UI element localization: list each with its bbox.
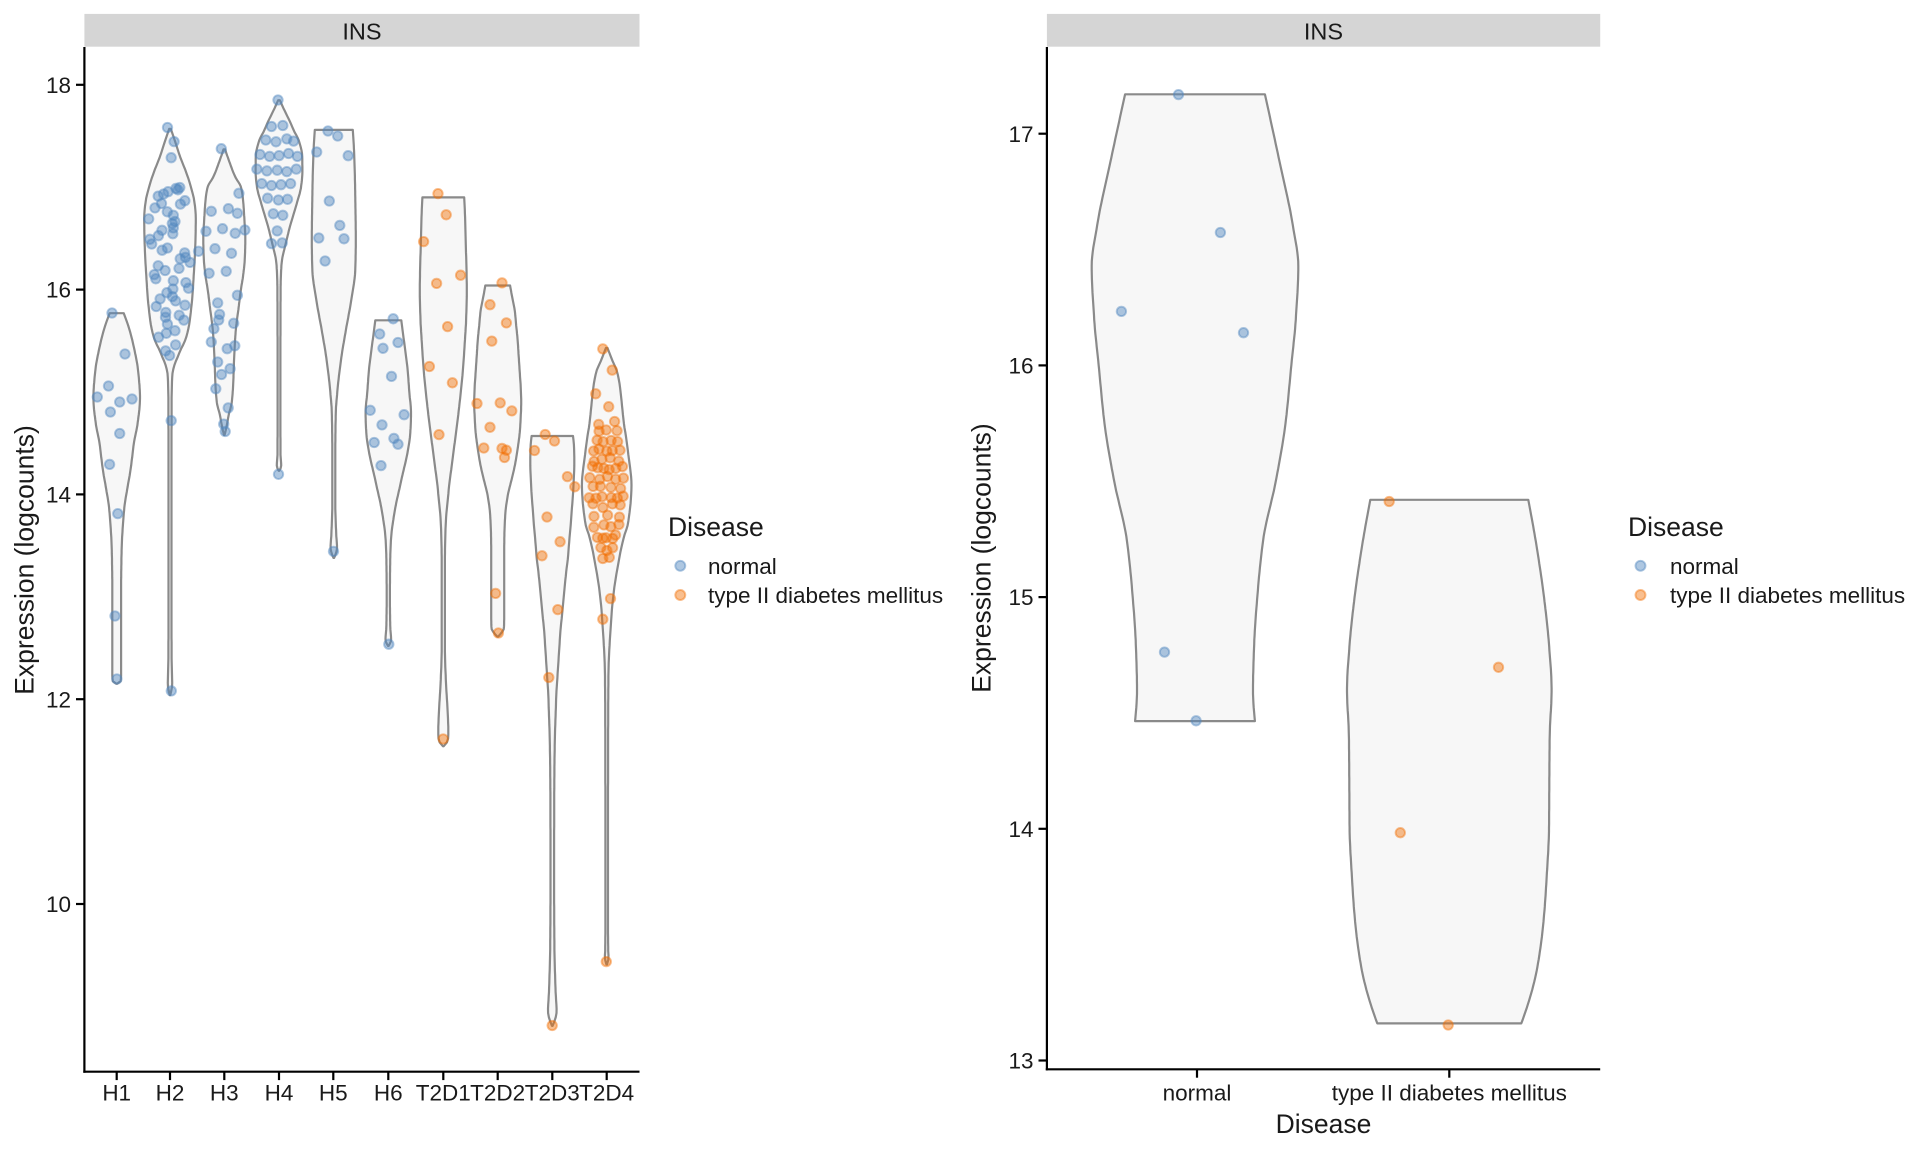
svg-text:Disease: Disease bbox=[1276, 1109, 1372, 1139]
svg-text:H2: H2 bbox=[156, 1081, 185, 1106]
svg-text:type II diabetes mellitus: type II diabetes mellitus bbox=[1332, 1081, 1567, 1106]
svg-text:12: 12 bbox=[46, 687, 71, 712]
svg-text:15: 15 bbox=[1008, 585, 1033, 610]
svg-text:H4: H4 bbox=[265, 1081, 294, 1106]
svg-text:H6: H6 bbox=[374, 1081, 403, 1106]
svg-text:normal: normal bbox=[1670, 554, 1739, 579]
svg-text:16: 16 bbox=[46, 278, 71, 303]
svg-text:INS: INS bbox=[342, 18, 381, 44]
svg-text:17: 17 bbox=[1008, 122, 1033, 147]
svg-text:16: 16 bbox=[1008, 354, 1033, 379]
svg-text:H3: H3 bbox=[210, 1081, 239, 1106]
svg-text:normal: normal bbox=[708, 554, 777, 579]
svg-text:10: 10 bbox=[46, 892, 71, 917]
svg-text:T2D1: T2D1 bbox=[416, 1081, 471, 1106]
svg-text:Disease: Disease bbox=[1628, 512, 1724, 542]
svg-text:T2D3: T2D3 bbox=[525, 1081, 580, 1106]
svg-text:INS: INS bbox=[1304, 18, 1343, 44]
svg-text:14: 14 bbox=[46, 483, 71, 508]
svg-text:H5: H5 bbox=[319, 1081, 348, 1106]
svg-text:Disease: Disease bbox=[668, 512, 764, 542]
svg-text:H1: H1 bbox=[102, 1081, 131, 1106]
svg-text:Expression (logcounts): Expression (logcounts) bbox=[967, 423, 997, 693]
svg-text:13: 13 bbox=[1008, 1049, 1033, 1074]
svg-text:18: 18 bbox=[46, 73, 71, 98]
svg-text:T2D4: T2D4 bbox=[579, 1081, 634, 1106]
svg-text:14: 14 bbox=[1008, 817, 1033, 842]
svg-text:type II diabetes mellitus: type II diabetes mellitus bbox=[1670, 583, 1905, 608]
svg-text:Expression (logcounts): Expression (logcounts) bbox=[10, 425, 40, 695]
svg-text:T2D2: T2D2 bbox=[470, 1081, 525, 1106]
svg-text:type II diabetes mellitus: type II diabetes mellitus bbox=[708, 583, 943, 608]
svg-text:normal: normal bbox=[1163, 1081, 1232, 1106]
